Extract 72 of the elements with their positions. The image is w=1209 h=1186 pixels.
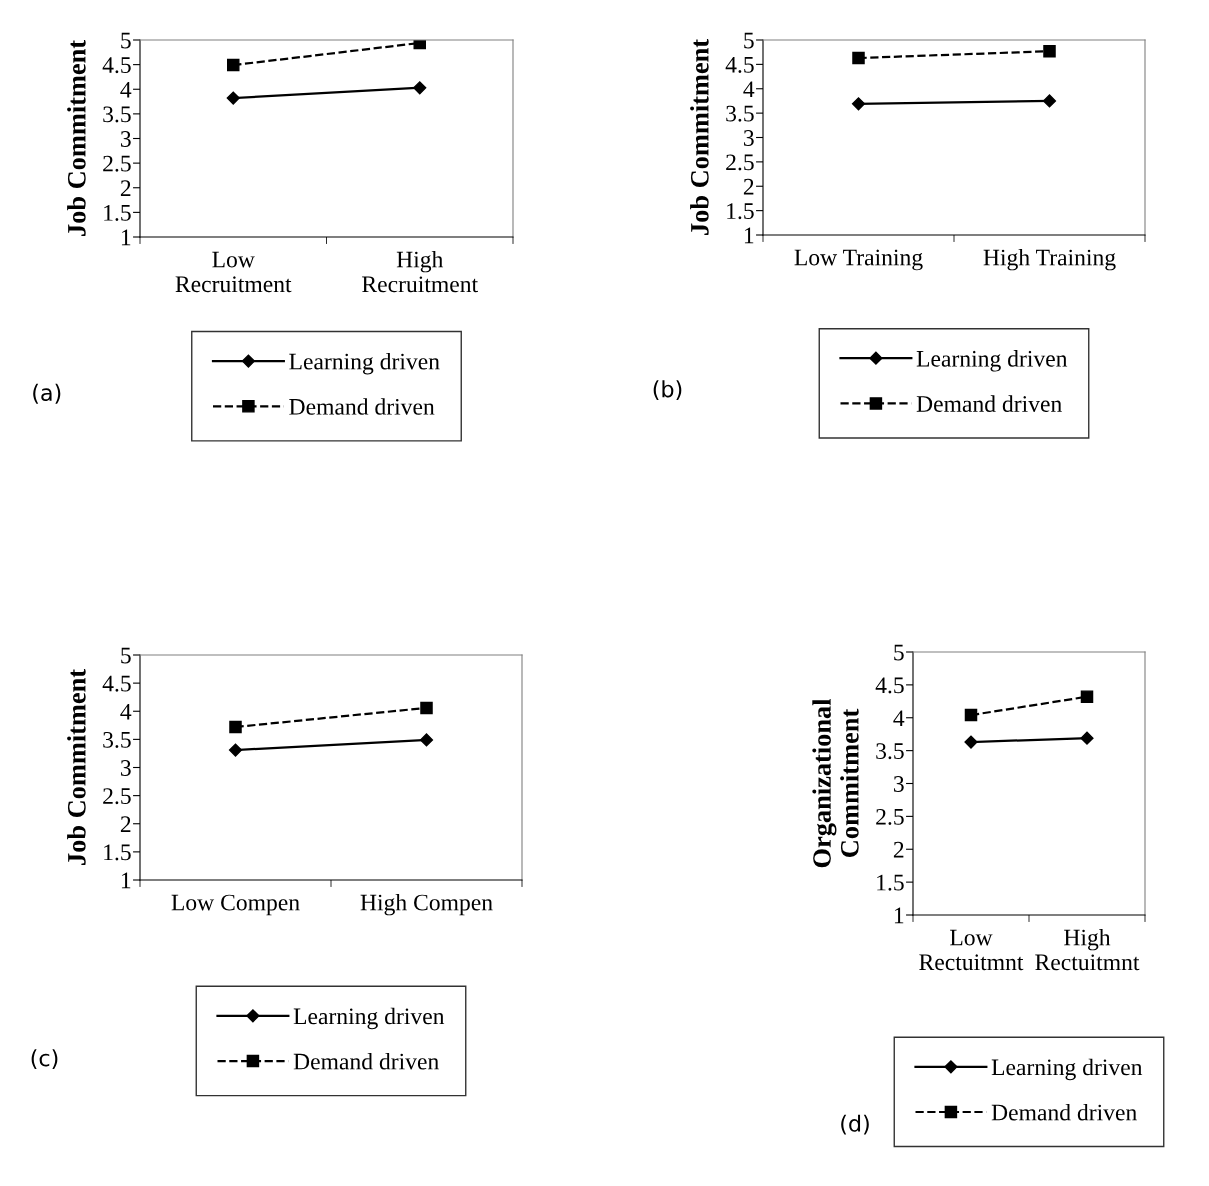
y-tick-label: 5 (894, 644, 904, 661)
y-tick-label: 3.5 (103, 106, 131, 123)
y-tick-label: 1.5 (104, 204, 131, 221)
y-tick-label: 3 (120, 131, 131, 147)
y-tick-label: 1.5 (877, 874, 904, 891)
y-tick-label: 1 (121, 872, 131, 889)
y-tick-label: 1 (894, 907, 904, 924)
y-tick-label: 4 (893, 710, 905, 726)
point (228, 743, 243, 757)
y-tick-label: 3.5 (876, 743, 904, 760)
point (1080, 690, 1094, 703)
y-tick-label: 4.5 (725, 57, 754, 73)
x-tick-label: Low Compen (171, 894, 300, 916)
y-tick-label: 3 (743, 130, 754, 146)
x-tick-label: High Rectuitmnt (1035, 928, 1140, 971)
y-tick-label: 4 (120, 81, 132, 98)
text: (d) (841, 1114, 869, 1135)
legend-label: Demand driven (916, 395, 1062, 412)
text: (a) (33, 383, 61, 404)
point (1080, 731, 1094, 745)
legend-label: Learning driven (293, 1007, 445, 1030)
y-tick-label: 2 (120, 180, 131, 196)
y-tick-label: 1.5 (727, 203, 754, 220)
y-tick-label: 4.5 (102, 57, 131, 74)
point (1042, 94, 1057, 108)
x-tick-label: High Training (983, 248, 1116, 271)
y-tick-label: 2 (743, 178, 754, 195)
point (851, 97, 866, 111)
y-tick-label: 1 (744, 227, 754, 244)
y-tick-label: 2 (893, 841, 904, 858)
y-tick-label: 1.5 (104, 844, 131, 861)
point (964, 735, 978, 749)
y-tick-label: 3.5 (726, 105, 754, 122)
y-tick-label: 4.5 (102, 675, 131, 692)
y-tick-label: 3 (120, 760, 131, 776)
point (852, 51, 865, 65)
y-axis-title: Job Commitment (67, 669, 86, 865)
y-tick-label: 3 (893, 776, 904, 792)
point (1043, 44, 1056, 58)
text: (b) (653, 380, 682, 401)
text: (c) (31, 1049, 58, 1070)
y-tick-label: 5 (744, 32, 754, 49)
x-tick-label: Low Rectuitmnt (919, 929, 1024, 971)
x-tick-label: High Compen (360, 893, 493, 916)
y-tick-label: 4.5 (875, 677, 904, 694)
point (229, 720, 242, 734)
x-tick-label: High Recruitment (362, 250, 478, 293)
point (964, 708, 978, 722)
x-tick-label: Low Recruitment (175, 251, 292, 293)
x-tick-label: Low Training (794, 249, 923, 271)
legend-label: Demand driven (293, 1052, 439, 1070)
y-tick-label: 5 (121, 32, 131, 49)
legend-label: Learning driven (991, 1058, 1143, 1081)
legend-label: Demand driven (991, 1103, 1137, 1121)
y-tick-label: 2.5 (876, 808, 904, 825)
legend-label: Learning driven (289, 352, 440, 375)
y-tick-label: 2.5 (103, 155, 131, 172)
y-axis-title: Job Commitment (690, 39, 709, 235)
y-tick-label: 5 (121, 647, 131, 664)
y-axis-title: Job Commitment (67, 40, 86, 236)
legend-label: Learning driven (916, 350, 1068, 372)
point (420, 701, 433, 715)
y-tick-label: 4 (743, 81, 755, 97)
legend-label: Demand driven (289, 398, 435, 415)
y-tick-label: 2.5 (103, 788, 131, 805)
y-axis-title: Organizational Commitment (812, 698, 859, 868)
y-tick-label: 3.5 (103, 731, 131, 748)
y-tick-label: 2 (120, 816, 131, 832)
y-tick-label: 4 (120, 703, 132, 720)
y-tick-label: 2.5 (726, 154, 754, 171)
point (419, 733, 434, 747)
y-tick-label: 1 (121, 229, 131, 246)
